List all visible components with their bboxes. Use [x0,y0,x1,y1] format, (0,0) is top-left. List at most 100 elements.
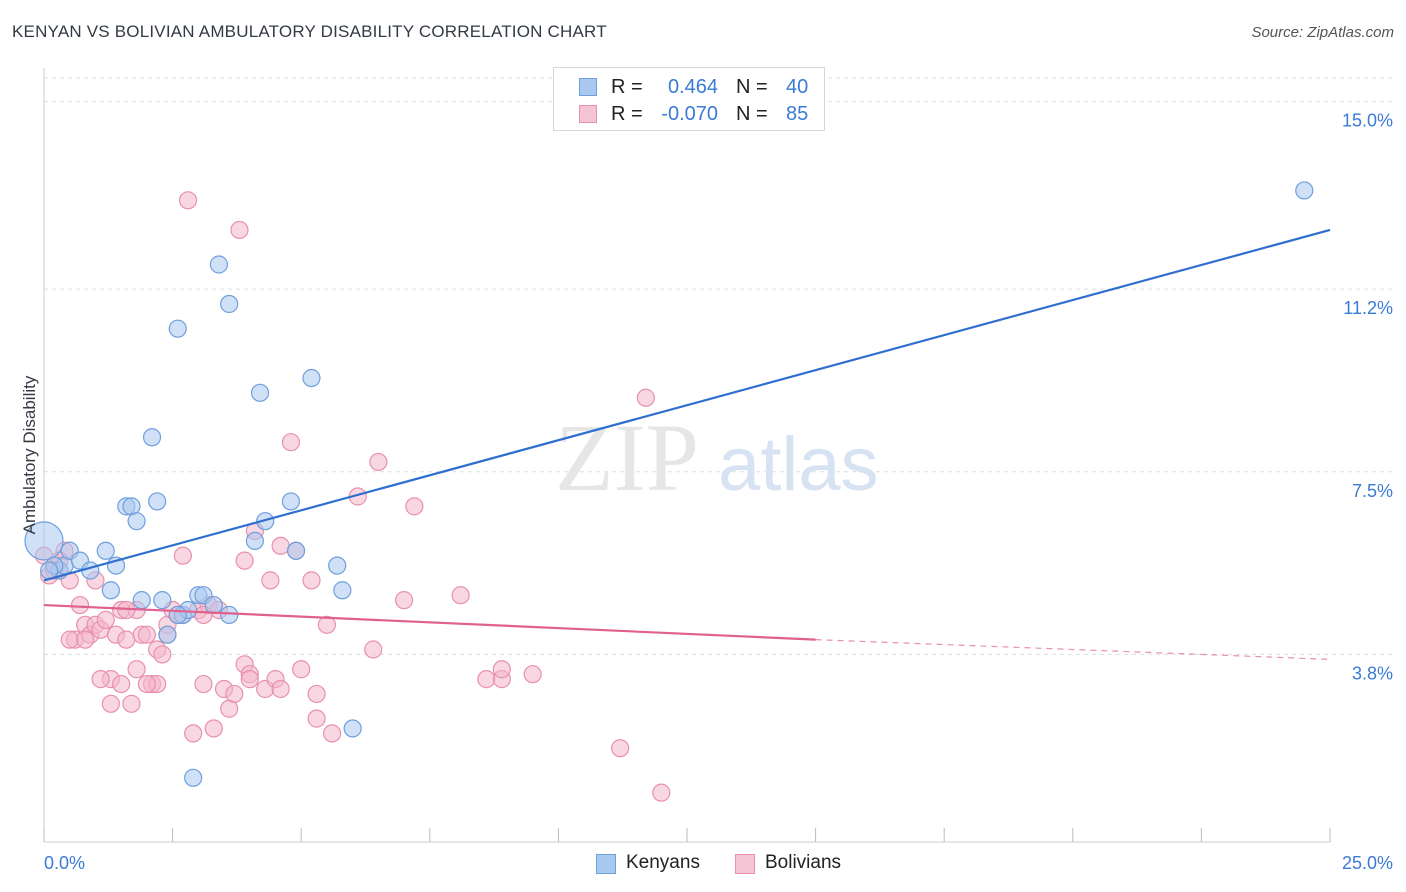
x-tick-max: 25.0% [1341,853,1393,873]
data-point [317,615,337,634]
data-point [1295,181,1314,200]
n-label: N = [736,76,768,98]
series-legend: Kenyans Bolivians [0,852,1406,878]
chart-title: KENYAN VS BOLIVIAN AMBULATORY DISABILITY… [12,22,607,41]
data-point [194,674,213,694]
data-point [153,591,172,610]
watermark-zip: ZIP [555,404,699,511]
data-point [91,670,110,689]
legend-swatch-blue [579,78,597,96]
data-point [76,630,95,649]
data-point [220,294,239,314]
data-point [168,605,187,625]
legend-label-bolivians: Bolivians [765,852,842,873]
data-point [204,719,223,738]
y-tick-labels: 3.8% 7.5% 11.2% 15.0% [1342,111,1393,684]
data-point [70,595,90,615]
data-point [271,679,290,699]
legend-swatch-pink [735,854,755,874]
data-point [96,541,115,560]
data-point [523,665,542,684]
data-point [333,581,352,600]
data-point [307,684,326,704]
data-point [127,512,146,531]
data-point [245,531,265,551]
data-point [292,660,311,679]
watermark-atlas: atlas [718,422,879,507]
data-point [122,694,141,713]
legend-swatch-pink [579,105,597,123]
data-point [240,670,259,689]
data-point [405,497,424,516]
data-point [322,724,342,743]
data-point [178,191,198,210]
data-point [250,383,270,402]
r-value: -0.070 [661,103,718,125]
legend-swatch-blue [596,854,616,874]
data-point [302,368,321,388]
data-point [394,591,414,610]
data-point [286,541,306,560]
data-point [60,630,79,649]
r-label: R = [611,76,643,98]
data-point [451,586,470,605]
data-point [101,694,120,713]
data-point [132,591,151,610]
data-point [117,630,136,649]
n-value: 40 [786,76,809,98]
data-point [101,581,120,600]
data-point [204,595,223,615]
data-point [328,556,347,575]
data-point [24,521,64,561]
kenyans-trend-line [43,228,1331,582]
data-point [96,610,115,629]
data-point [137,674,156,694]
data-point [153,645,172,664]
watermark: ZIP atlas [555,404,879,511]
data-point [281,492,301,511]
y-tick-label: 3.8% [1352,663,1393,683]
y-axis-label: Ambulatory Disability [20,375,39,535]
data-point [364,640,383,659]
data-point [220,605,239,625]
bolivians-trend-line [43,603,816,641]
data-point [307,709,326,728]
y-tick-label: 7.5% [1352,481,1393,501]
data-point [148,492,167,511]
bolivians-trend-extension [815,639,1331,660]
data-point [168,319,187,338]
data-point [173,546,192,565]
data-point [343,719,362,738]
data-point [652,783,671,802]
data-point [369,452,388,472]
n-value: 85 [786,103,809,125]
r-value: 0.464 [667,76,718,98]
axes [43,68,1331,843]
data-point [127,660,146,679]
data-point [235,551,254,570]
trend-lines [43,228,1331,660]
legend-row-bolivians: R = -0.070 N = 85 [554,101,824,127]
data-point [158,625,177,644]
data-point [112,674,131,694]
y-tick-label: 11.2% [1343,298,1393,318]
data-point [184,724,203,743]
data-point [477,670,496,689]
correlation-legend: R = 0.464 N = 40 R = -0.070 N = 85 [553,67,825,131]
n-label: N = [736,103,768,125]
data-point [281,433,301,452]
data-point [209,255,228,274]
data-point [492,660,511,679]
data-point [142,428,162,447]
data-point [302,571,321,590]
source-label: Source: ZipAtlas.com [1251,24,1394,41]
data-point [611,739,630,758]
legend-label-kenyans: Kenyans [626,852,700,873]
r-label: R = [611,103,643,125]
data-point [230,220,249,240]
data-point [271,536,290,555]
data-point [184,768,203,787]
y-tick-label: 15.0% [1342,111,1393,131]
data-point [636,388,655,407]
